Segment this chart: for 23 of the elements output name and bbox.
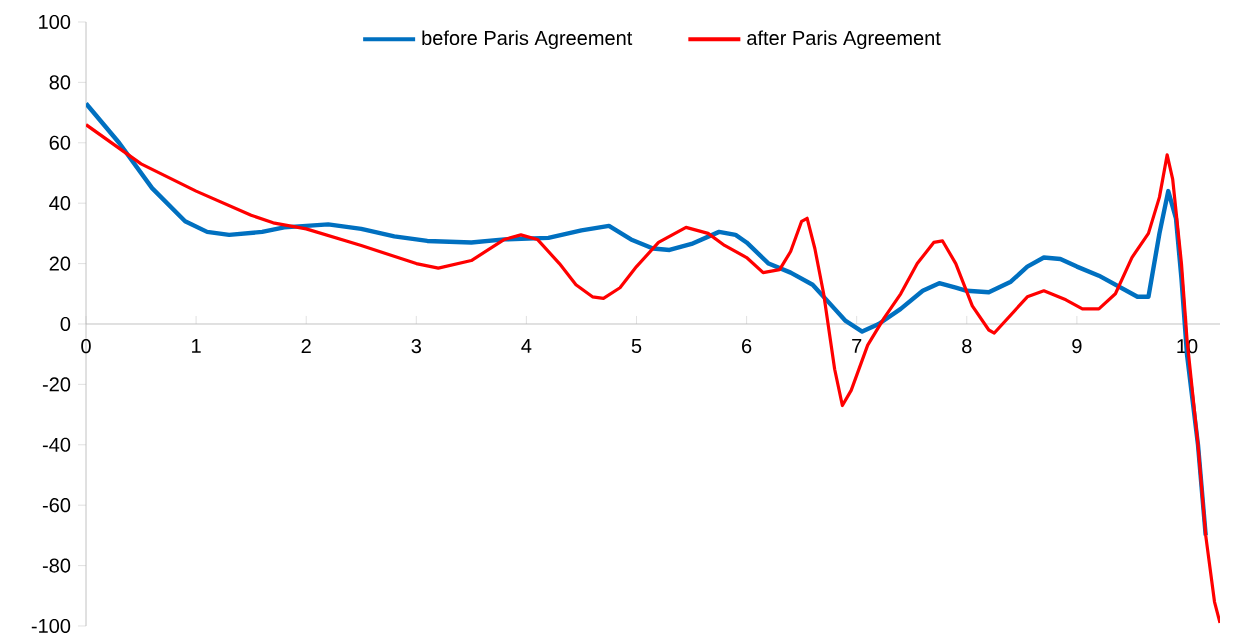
legend-label: after Paris Agreement bbox=[747, 30, 941, 50]
x-tick-label: 8 bbox=[962, 339, 972, 354]
y-tick-label: 20 bbox=[49, 256, 71, 271]
x-tick-label: 7 bbox=[852, 339, 862, 353]
y-tick-label: -100 bbox=[31, 618, 71, 634]
x-tick-label: 5 bbox=[631, 339, 642, 353]
y-tick-label: 0 bbox=[60, 316, 71, 332]
x-tick-label: 2 bbox=[301, 339, 311, 354]
x-tick-label: 4 bbox=[521, 339, 532, 353]
x-tick-label: 9 bbox=[1072, 339, 1082, 354]
y-tick-label: 100 bbox=[39, 14, 71, 30]
y-tick-label: 60 bbox=[49, 135, 71, 150]
legend-label: before Paris Agreement bbox=[422, 30, 633, 50]
x-tick-label: 6 bbox=[742, 339, 752, 354]
y-tick-label: -20 bbox=[42, 377, 71, 392]
x-tick-label: 1 bbox=[192, 339, 201, 353]
y-tick-label: 40 bbox=[49, 196, 71, 211]
y-tick-label: -40 bbox=[42, 437, 71, 452]
x-tick-label: 0 bbox=[81, 339, 91, 354]
y-tick-label: -80 bbox=[42, 558, 71, 573]
y-tick-label: -60 bbox=[42, 498, 71, 513]
y-tick-label: 80 bbox=[49, 75, 71, 90]
x-tick-label: 3 bbox=[411, 339, 421, 354]
